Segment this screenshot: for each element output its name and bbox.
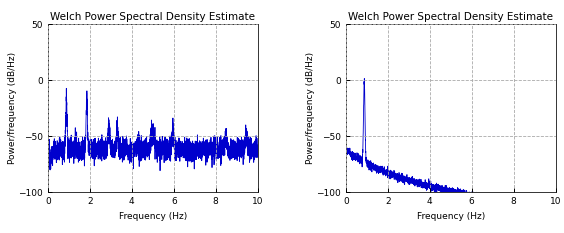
Y-axis label: Power/frequency (dB/Hz): Power/frequency (dB/Hz) <box>306 52 315 164</box>
Title: Welch Power Spectral Density Estimate: Welch Power Spectral Density Estimate <box>50 12 255 22</box>
X-axis label: Frequency (Hz): Frequency (Hz) <box>118 212 187 221</box>
Y-axis label: Power/frequency (dB/Hz): Power/frequency (dB/Hz) <box>8 52 17 164</box>
X-axis label: Frequency (Hz): Frequency (Hz) <box>417 212 485 221</box>
Title: Welch Power Spectral Density Estimate: Welch Power Spectral Density Estimate <box>348 12 553 22</box>
